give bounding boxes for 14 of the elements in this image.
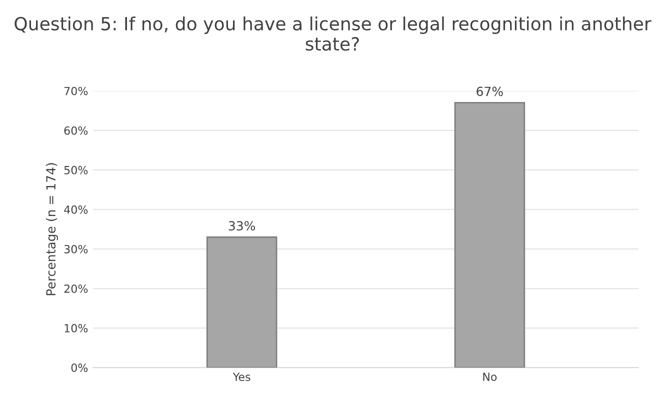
- y-tick-label: 50%: [64, 166, 88, 174]
- x-tick-label: Yes: [232, 372, 250, 382]
- y-tick-label: 0%: [71, 364, 88, 372]
- chart-title: Question 5: If no, do you have a license or legal recognition in another state?: [14, 16, 652, 51]
- data-label: 33%: [228, 221, 256, 231]
- y-tick-label: 40%: [64, 205, 88, 214]
- data-label: 67%: [476, 86, 503, 96]
- y-tick-label: 20%: [64, 284, 88, 293]
- x-tick-label: No: [483, 372, 497, 382]
- y-tick-label: 30%: [64, 244, 88, 254]
- y-tick-label: 60%: [64, 126, 88, 135]
- y-tick-label: 10%: [64, 324, 88, 332]
- y-tick-label: 70%: [64, 86, 88, 96]
- y-axis-title: Percentage (n = 174): [46, 163, 58, 296]
